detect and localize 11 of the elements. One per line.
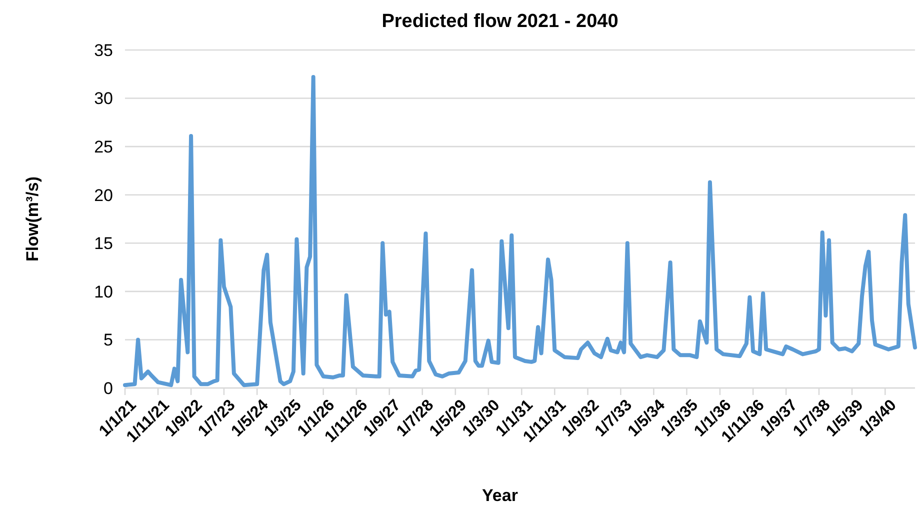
y-tick-label: 35 bbox=[94, 40, 113, 60]
y-tick-label: 5 bbox=[104, 330, 113, 350]
y-tick-label: 10 bbox=[94, 282, 113, 302]
y-axis-title: Flow(m³/s) bbox=[23, 176, 42, 262]
x-axis-title: Year bbox=[482, 486, 518, 505]
chart-title: Predicted flow 2021 - 2040 bbox=[382, 11, 618, 32]
y-tick-label: 25 bbox=[94, 138, 113, 157]
y-tick-label: 15 bbox=[94, 234, 113, 254]
y-tick-label: 30 bbox=[94, 89, 113, 108]
y-tick-label: 20 bbox=[94, 186, 113, 205]
y-tick-label: 0 bbox=[104, 378, 113, 398]
